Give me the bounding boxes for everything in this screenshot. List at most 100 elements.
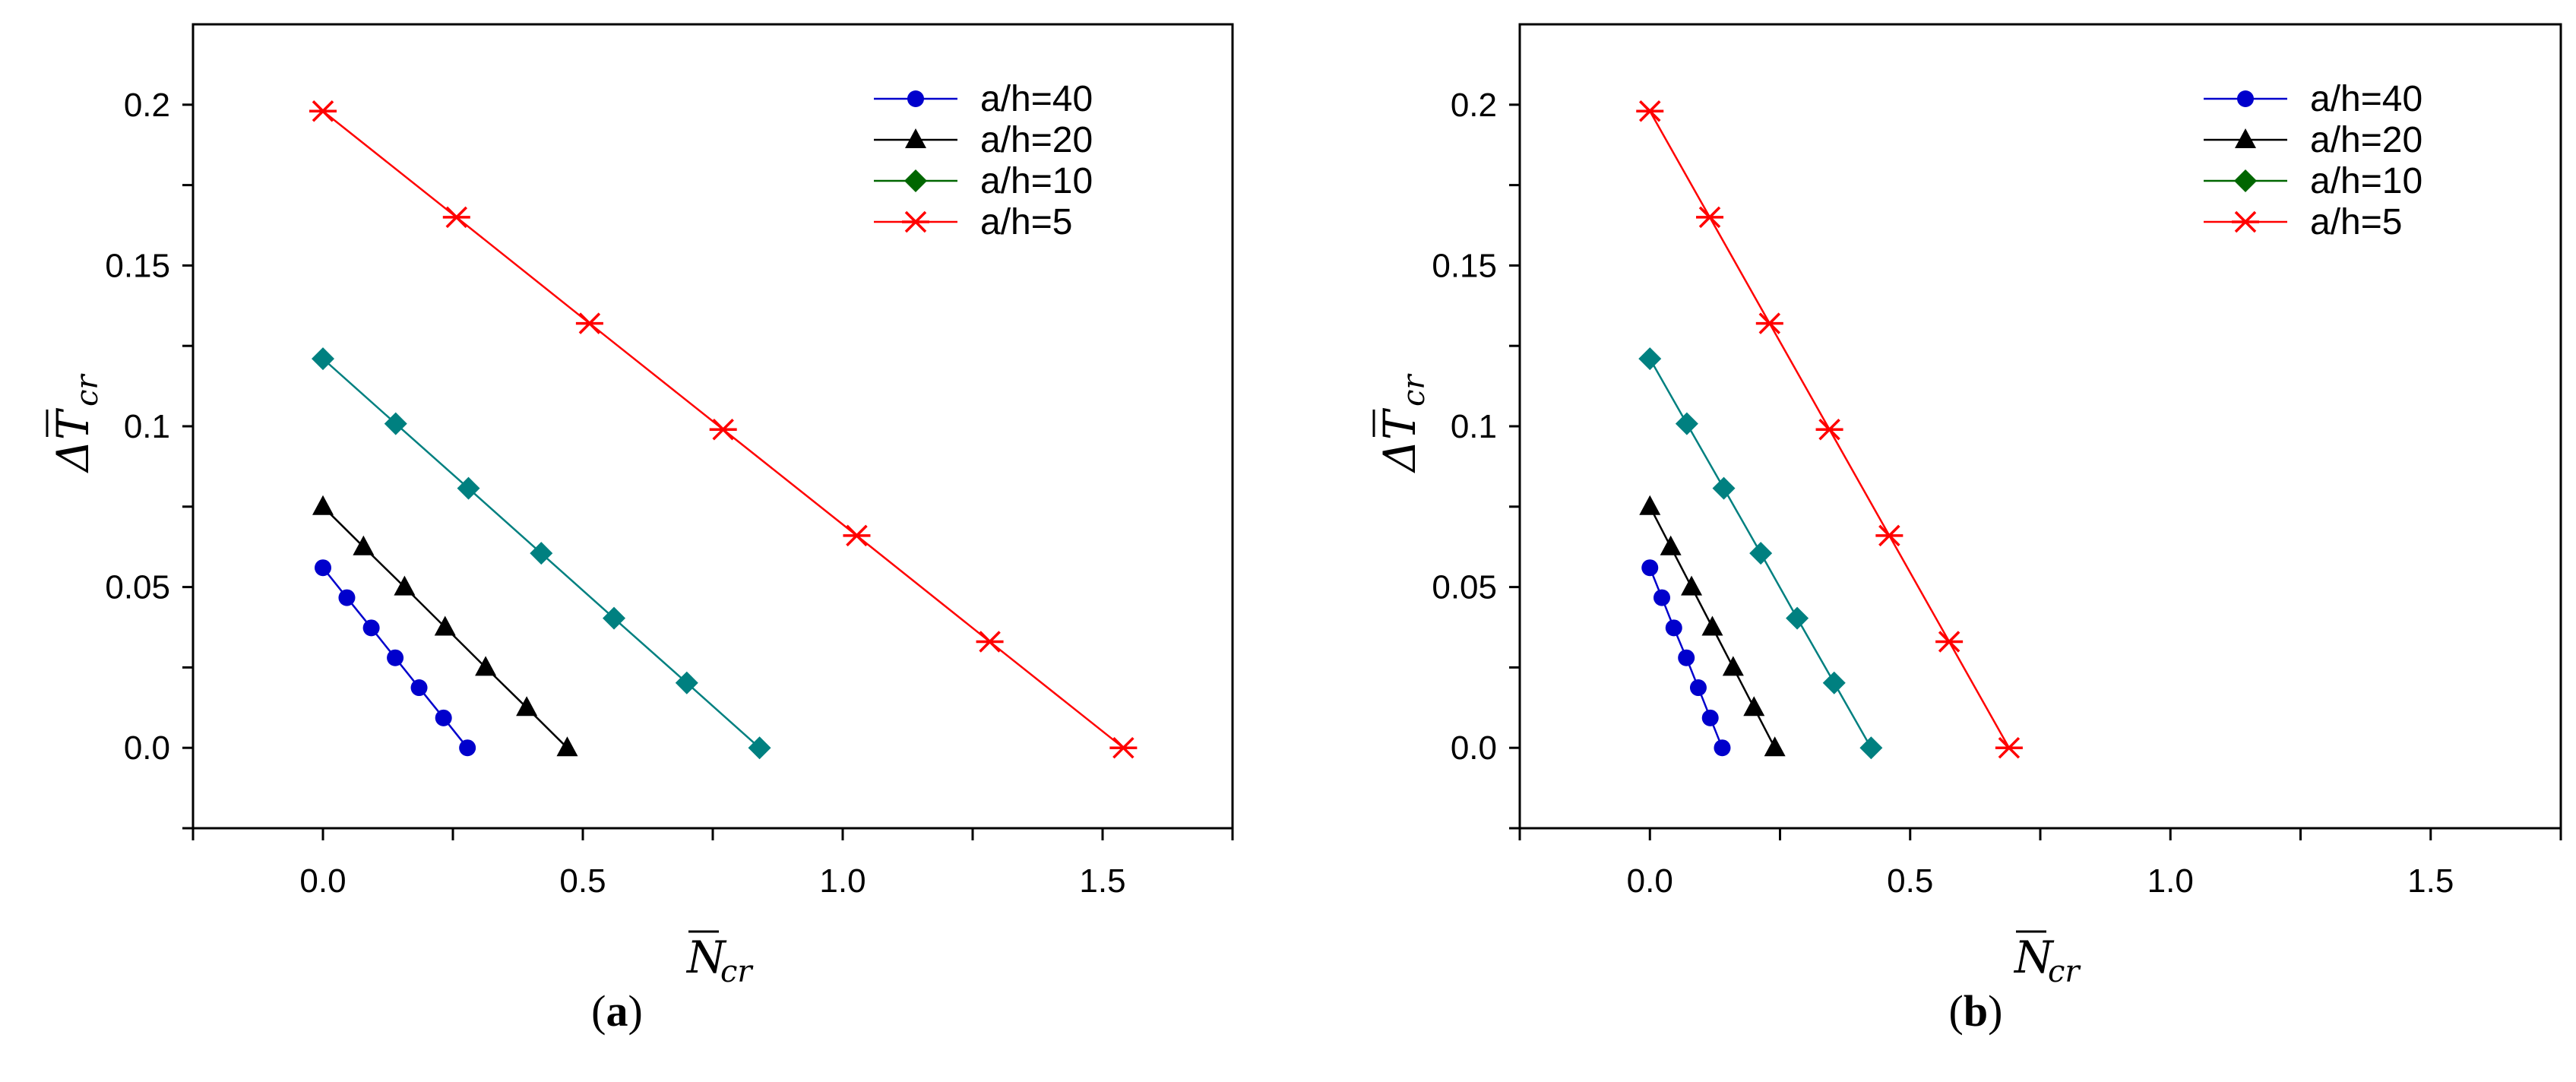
data-point [1638,347,1662,371]
legend-marker [904,169,927,192]
data-point-stroke [1112,736,1135,759]
x-tick-label: 0.0 [299,862,346,900]
data-point [362,619,380,637]
data-point [1935,631,1964,653]
series-a-h-10 [312,347,771,760]
data-point-stroke [1698,206,1721,229]
data-point [556,736,578,757]
x-tick-label: 1.0 [2147,862,2194,900]
caption-letter: b [1964,986,1988,1036]
data-point-stroke [712,418,734,441]
y-tick-label: 0.15 [1432,247,1497,284]
data-point [530,542,553,565]
y-tick-label: 0.0 [124,729,170,767]
legend-marker [907,90,924,107]
y-tick-label: 0.1 [1451,408,1497,445]
x-axis-title: Ncr [2013,930,2081,989]
data-point [442,206,470,229]
data-point [1636,100,1664,122]
data-point [1714,739,1731,757]
caption-open: ( [591,986,606,1036]
series-a-h-5 [309,100,1138,759]
chart-panel-b: 0.0 0.5 1.0 1.50.00.050.10.150.2NcrΔTcra/h=… [1372,23,2562,1036]
legend-label: a/h=40 [980,79,1093,119]
x-tick-label: 1.0 [819,862,866,900]
data-point [384,412,407,435]
data-point [312,347,334,371]
data-point [435,709,452,726]
legend-marker [2234,169,2257,192]
data-point [603,606,626,630]
legend-label: a/h=10 [980,161,1093,201]
data-point-stroke [1878,524,1900,547]
data-point [353,535,375,555]
y-tick-label: 0.1 [124,408,170,445]
legend-label: a/h=40 [2310,79,2423,119]
y-axis-title-sub: cr [1397,373,1432,407]
y-tick-label: 0.2 [1451,87,1497,124]
series-a-h-20 [312,495,578,757]
data-point [1755,312,1783,334]
data-point [1764,736,1786,757]
data-point [1639,495,1661,515]
x-tick-label: 0.0 [1627,862,1673,900]
series-a-h-5 [1636,100,2023,759]
data-point [1696,206,1724,229]
x-tick-label: 0.5 [559,862,606,900]
data-point [1109,736,1138,759]
data-point [1749,542,1773,565]
data-point [394,575,416,596]
legend: a/h=40a/h=20a/h=10a/h=5 [874,79,1093,242]
legend-label: a/h=20 [980,120,1093,160]
legend-marker-stroke [2234,210,2257,233]
y-axis-title-main: ΔT [47,407,99,473]
legend: a/h=40a/h=20a/h=10a/h=5 [2204,79,2423,242]
panel-caption: (b) [1949,986,2003,1036]
legend-marker [2235,128,2256,148]
data-point [309,100,337,122]
data-point-stroke [312,100,334,122]
data-point [1689,679,1707,697]
series-a-h-10 [1638,347,1883,760]
series-a-h-40 [315,559,476,757]
data-point [1678,649,1695,666]
data-point [843,524,871,547]
legend-label: a/h=20 [2310,120,2423,160]
data-point [1743,696,1765,717]
data-point [1995,736,2023,759]
legend-label: a/h=5 [980,202,1072,242]
y-axis-title-sub: cr [70,373,105,407]
panel-caption: (a) [591,986,643,1036]
x-axis-title-main: N [685,932,727,983]
x-tick-label: 0.5 [1887,862,1933,900]
legend-label: a/h=10 [2310,161,2423,201]
y-tick-label: 0.0 [1451,729,1497,767]
data-point [1665,619,1682,637]
caption-open: ( [1949,986,1964,1036]
data-point [459,739,476,757]
data-point [1641,559,1659,577]
data-point [575,312,603,334]
data-point [1654,589,1671,606]
data-point [1875,524,1904,547]
y-axis-title-main: ΔT [1374,407,1426,473]
data-point [338,589,356,606]
data-point-stroke [1998,736,2021,759]
data-point [1722,656,1744,676]
data-point [1859,736,1883,760]
x-axis-title-sub: cr [720,954,754,989]
data-point [748,736,771,760]
data-point [1701,709,1719,726]
x-axis-title-main: N [2013,932,2055,983]
legend-label: a/h=5 [2310,202,2402,242]
data-point [1815,418,1843,441]
y-tick-label: 0.05 [105,569,170,606]
data-point [387,649,404,666]
data-point [1681,575,1703,596]
data-point [1822,671,1846,694]
data-point [709,418,737,441]
legend-marker [905,128,926,148]
